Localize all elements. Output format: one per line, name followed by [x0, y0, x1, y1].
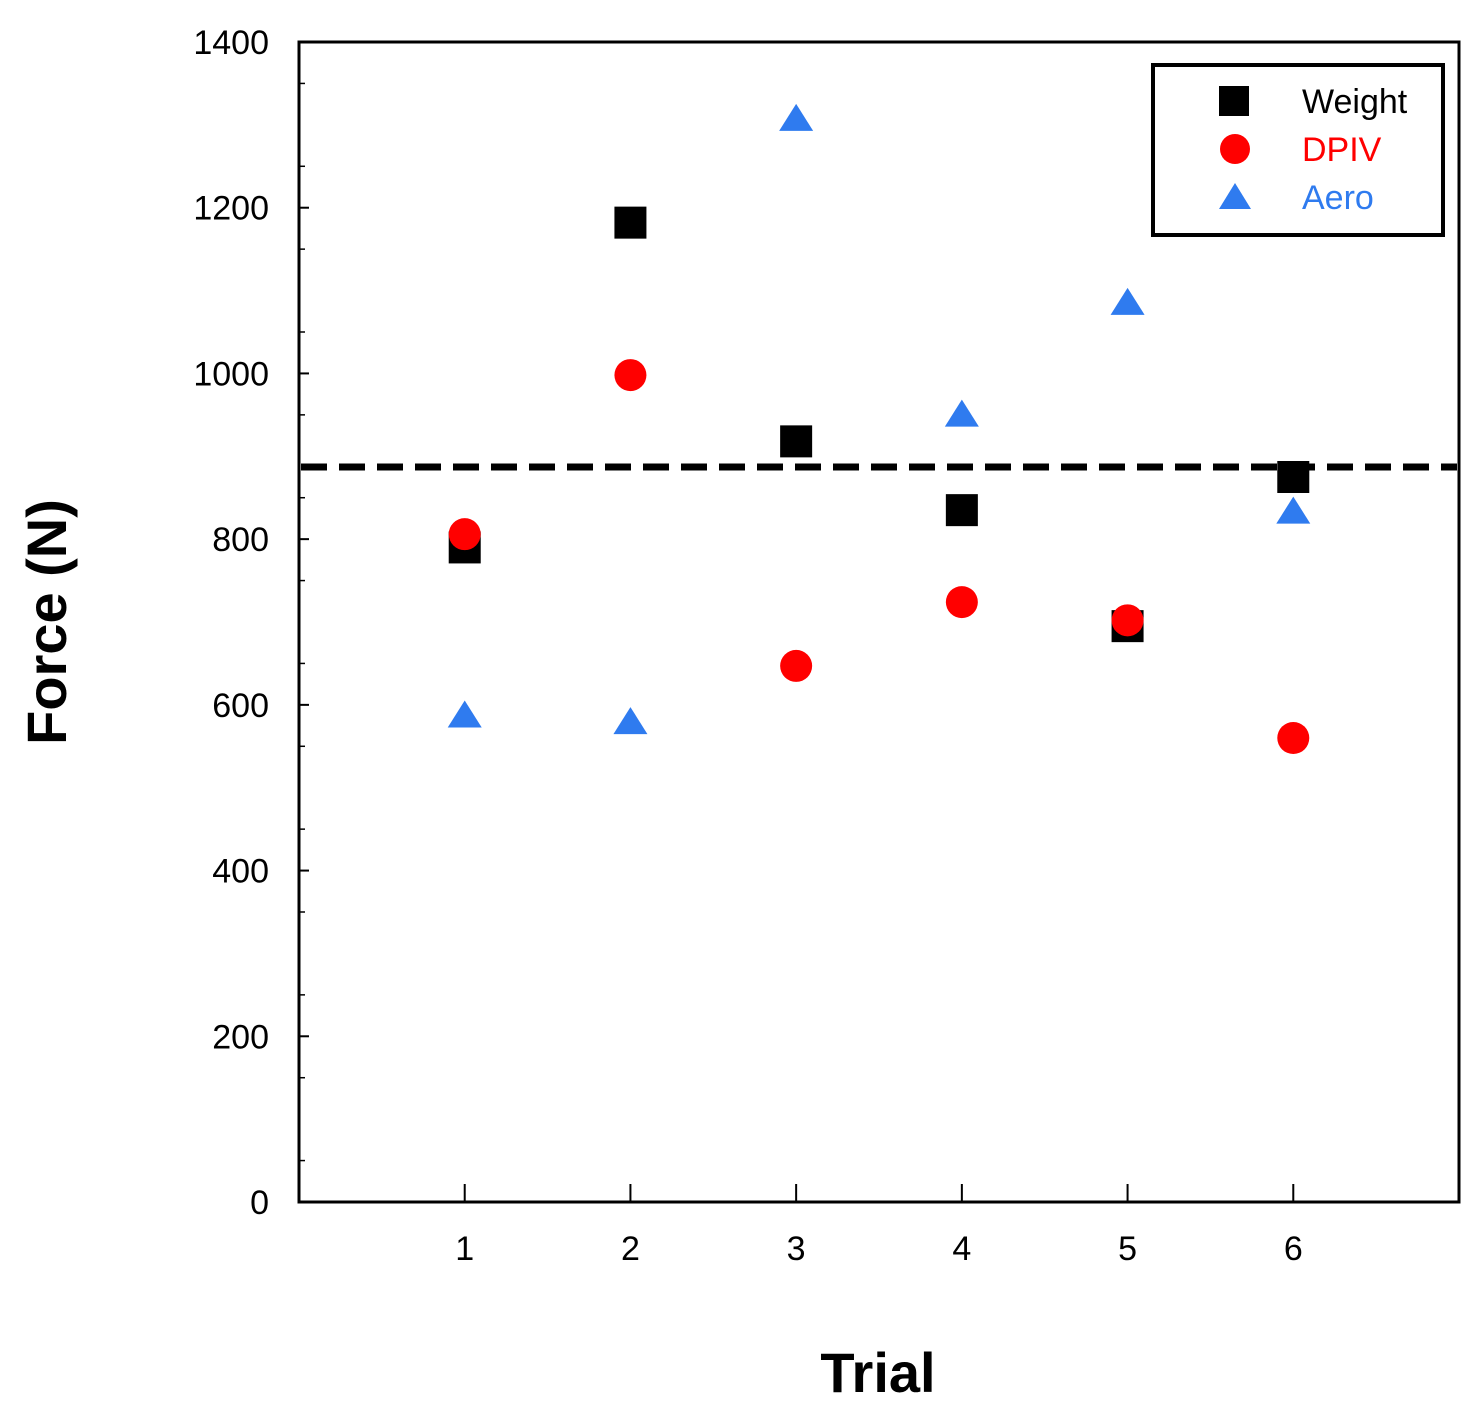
legend-weight-label: Weight	[1302, 83, 1408, 121]
x-tick-label: 2	[621, 1230, 640, 1268]
aero-point	[1110, 287, 1145, 315]
data-markers	[447, 103, 1311, 754]
x-axis-ticks: 1 2 3 4 5 6	[455, 1184, 1303, 1268]
y-tick-label: 1400	[193, 24, 269, 62]
x-axis-title: Trial	[820, 1341, 935, 1404]
y-tick-label: 1000	[193, 355, 269, 393]
x-tick-label: 4	[952, 1230, 971, 1268]
x-tick-label: 5	[1118, 1230, 1137, 1268]
legend-weight-marker	[1219, 86, 1249, 116]
weight-point	[1277, 461, 1310, 493]
dpiv-point	[1111, 604, 1144, 637]
aero-point	[779, 103, 814, 131]
y-tick-label: 600	[212, 687, 269, 725]
weight-point	[780, 425, 813, 458]
y-tick-label: 0	[250, 1184, 269, 1222]
aero-point	[944, 399, 979, 427]
y-axis-ticks: 0 200 400 600 800 1000 1200 1400	[193, 24, 309, 1222]
weight-point	[614, 206, 647, 239]
x-tick-label: 1	[455, 1230, 474, 1268]
y-axis-title: Force (N)	[15, 499, 78, 745]
legend-aero-label: Aero	[1302, 179, 1374, 217]
legend-aero-marker	[1219, 183, 1251, 209]
dpiv-point	[780, 649, 813, 682]
x-tick-label: 3	[787, 1230, 806, 1268]
y-tick-label: 1200	[193, 190, 269, 228]
y-tick-label: 800	[212, 521, 269, 559]
dpiv-point	[448, 518, 481, 551]
dpiv-point	[614, 359, 647, 392]
legend: Weight DPIV Aero	[1151, 63, 1445, 237]
weight-point	[945, 494, 978, 527]
dpiv-point	[1277, 722, 1310, 754]
plot-frame	[297, 40, 1461, 1204]
legend-dpiv-marker	[1220, 134, 1250, 164]
aero-point	[1276, 496, 1311, 524]
legend-box	[1151, 63, 1445, 237]
y-tick-label: 200	[212, 1018, 269, 1056]
y-tick-label: 400	[212, 853, 269, 891]
aero-point	[447, 700, 482, 728]
dpiv-point	[945, 586, 978, 619]
x-tick-label: 6	[1284, 1230, 1303, 1268]
legend-dpiv-label: DPIV	[1302, 131, 1382, 169]
aero-point	[613, 707, 648, 735]
